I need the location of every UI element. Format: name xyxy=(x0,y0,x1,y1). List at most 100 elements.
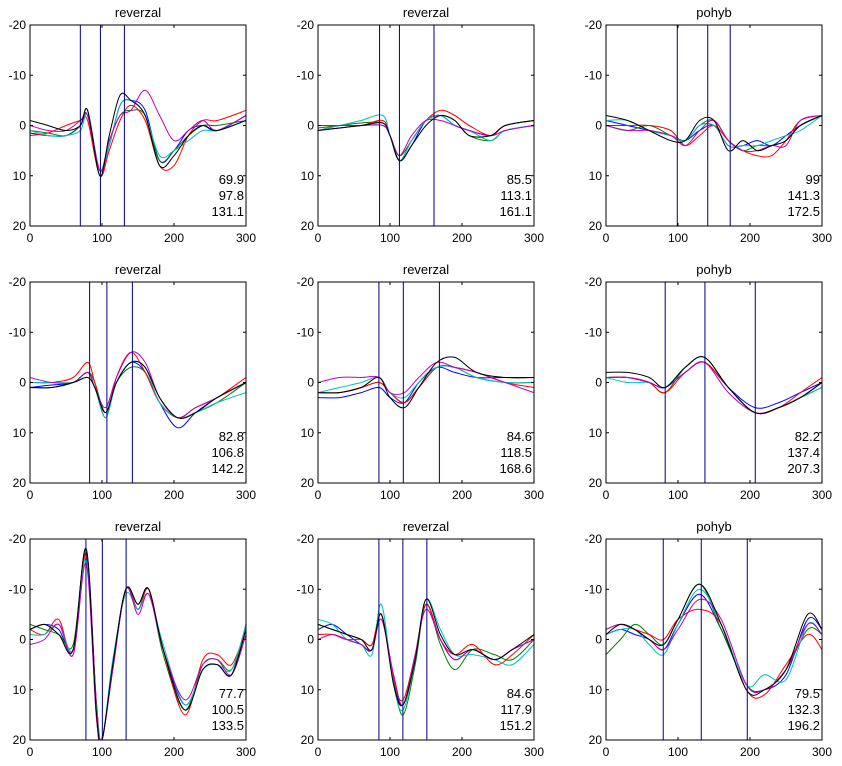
x-tick-label: 100 xyxy=(668,488,688,502)
x-tick-label: 100 xyxy=(380,231,400,245)
y-tick-label: 10 xyxy=(301,683,315,697)
x-tick-label: 200 xyxy=(740,488,760,502)
x-tick-label: 300 xyxy=(524,231,544,245)
plot-content xyxy=(30,282,246,483)
x-tick-label: 0 xyxy=(603,488,610,502)
x-tick-label: 300 xyxy=(812,488,832,502)
latency-label-3: 131.1 xyxy=(211,204,244,219)
latency-label-1: 99 xyxy=(806,172,820,187)
subplot-5: reverzal 0 100 200 300 -20 -10 0 10 20 84.6118.516… xyxy=(297,262,545,502)
latency-label-1: 82.8 xyxy=(219,429,244,444)
latency-label-2: 118.5 xyxy=(500,445,532,460)
y-tick-label: -10 xyxy=(297,68,315,82)
latency-label-1: 69.9 xyxy=(219,172,244,187)
y-tick-label: 20 xyxy=(13,733,27,747)
series-line-3 xyxy=(606,115,822,158)
subplot-4: reverzal 0 100 200 300 -20 -10 0 10 20 82.8106.814… xyxy=(9,262,257,502)
y-tick-label: -10 xyxy=(585,68,603,82)
plot-area xyxy=(318,282,534,483)
y-tick-label: -20 xyxy=(585,18,603,32)
series-line-4 xyxy=(30,98,246,173)
y-tick-label: -10 xyxy=(9,582,27,596)
y-tick-label: -10 xyxy=(297,582,315,596)
latency-label-3: 196.2 xyxy=(787,718,820,733)
y-tick-label: -20 xyxy=(297,18,315,32)
latency-label-3: 172.5 xyxy=(787,204,820,219)
series-line-6 xyxy=(318,114,534,162)
subplot-1: reverzal 0 100 200 300 -20 -10 0 10 20 69.997.8131… xyxy=(9,5,257,245)
y-tick-label: 20 xyxy=(301,476,315,490)
x-tick-label: 100 xyxy=(380,745,400,759)
y-tick-label: 20 xyxy=(13,476,27,490)
series-line-6 xyxy=(318,356,534,409)
y-tick-label: 0 xyxy=(307,376,314,390)
latency-label-1: 82.2 xyxy=(795,429,820,444)
y-tick-label: -20 xyxy=(9,532,27,546)
x-tick-label: 200 xyxy=(164,745,184,759)
series-line-6 xyxy=(606,583,822,696)
series-line-3 xyxy=(30,104,246,178)
x-tick-label: 300 xyxy=(236,488,256,502)
plot-content xyxy=(606,25,822,226)
x-tick-label: 300 xyxy=(236,745,256,759)
series-line-1 xyxy=(606,593,822,693)
series-line-5 xyxy=(30,89,246,172)
x-tick-label: 100 xyxy=(668,231,688,245)
y-tick-label: 0 xyxy=(595,633,602,647)
latency-label-2: 97.8 xyxy=(219,188,244,203)
x-tick-label: 300 xyxy=(236,231,256,245)
series-line-6 xyxy=(30,360,246,419)
x-tick-label: 200 xyxy=(452,231,472,245)
latency-label-1: 84.6 xyxy=(507,429,532,444)
y-tick-label: 20 xyxy=(589,733,603,747)
x-tick-label: 100 xyxy=(92,231,112,245)
x-tick-label: 100 xyxy=(92,745,112,759)
y-tick-label: -20 xyxy=(9,275,27,289)
subplot-title: reverzal xyxy=(115,5,161,20)
series-line-4 xyxy=(318,114,534,162)
y-tick-label: 20 xyxy=(301,733,315,747)
latency-label-2: 137.4 xyxy=(787,445,820,460)
y-tick-label: 20 xyxy=(13,219,27,233)
y-tick-label: 10 xyxy=(589,683,603,697)
y-tick-label: 10 xyxy=(301,169,315,183)
plot-area xyxy=(30,539,246,740)
latency-label-3: 151.2 xyxy=(499,718,532,733)
plot-content xyxy=(30,539,246,740)
y-tick-label: -10 xyxy=(297,325,315,339)
x-tick-label: 300 xyxy=(524,488,544,502)
subplot-title: reverzal xyxy=(115,519,161,534)
y-tick-label: -20 xyxy=(297,532,315,546)
latency-label-1: 84.6 xyxy=(507,686,532,701)
subplot-title: pohyb xyxy=(696,5,731,20)
latency-label-2: 141.3 xyxy=(787,188,820,203)
plot-content xyxy=(318,539,534,740)
latency-label-3: 207.3 xyxy=(787,461,820,476)
y-tick-label: 20 xyxy=(301,219,315,233)
subplot-title: reverzal xyxy=(403,262,449,277)
subplot-2: reverzal 0 100 200 300 -20 -10 0 10 20 85.5113.116… xyxy=(297,5,545,245)
x-tick-label: 0 xyxy=(603,231,610,245)
x-tick-label: 200 xyxy=(452,745,472,759)
x-tick-label: 0 xyxy=(315,488,322,502)
x-tick-label: 200 xyxy=(452,488,472,502)
series-line-6 xyxy=(30,548,246,740)
latency-label-2: 117.9 xyxy=(500,702,532,717)
y-tick-label: -20 xyxy=(297,275,315,289)
x-tick-label: 0 xyxy=(27,488,34,502)
series-line-6 xyxy=(318,598,534,707)
plot-content xyxy=(30,25,246,226)
x-tick-label: 200 xyxy=(740,231,760,245)
latency-label-3: 161.1 xyxy=(499,204,532,219)
subplot-7: reverzal 0 100 200 300 -20 -10 0 10 20 77.7100.513… xyxy=(9,519,257,759)
plot-area xyxy=(606,539,822,740)
subplot-title: reverzal xyxy=(403,5,449,20)
subplot-title: pohyb xyxy=(696,519,731,534)
y-tick-label: 0 xyxy=(595,376,602,390)
x-tick-label: 0 xyxy=(27,745,34,759)
x-tick-label: 200 xyxy=(164,488,184,502)
latency-label-1: 79.5 xyxy=(795,686,820,701)
